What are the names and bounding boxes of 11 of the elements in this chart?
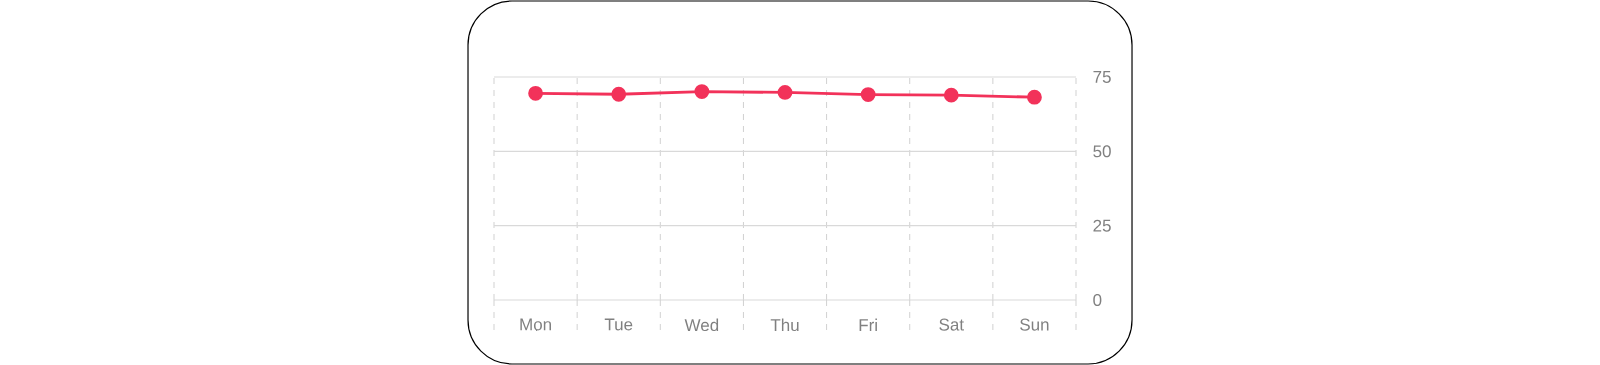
x-tick-label: Thu <box>770 318 799 332</box>
y-tick-label: 75 <box>1093 71 1111 83</box>
y-tick-label: 50 <box>1093 145 1111 158</box>
x-tick-label: Mon <box>520 318 551 331</box>
x-tick-label: Sun <box>1020 318 1049 331</box>
x-tick-label: Wed <box>684 318 719 332</box>
x-tick-label: Fri <box>859 318 877 331</box>
y-tick-label: 0 <box>1093 294 1102 307</box>
y-tick-label: 25 <box>1093 219 1111 232</box>
x-tick-label: Tue <box>604 318 633 331</box>
x-tick-label: Sat <box>939 318 964 331</box>
